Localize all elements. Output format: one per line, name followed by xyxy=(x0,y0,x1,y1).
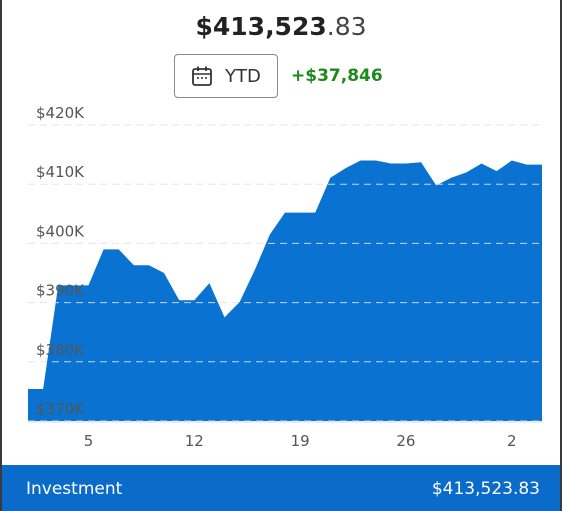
y-tick-label: $370K xyxy=(36,400,85,418)
y-tick-label: $400K xyxy=(36,222,85,240)
change: +$37,846 xyxy=(291,66,383,86)
footer-value: $413,523.83 xyxy=(431,479,540,499)
footer: Investment $413,523.83 xyxy=(2,465,560,511)
x-tick-label: 5 xyxy=(84,432,94,450)
balance-main: $413,523 xyxy=(195,12,327,41)
y-tick-label: $410K xyxy=(36,163,85,181)
x-tick-label: 19 xyxy=(291,432,310,450)
calendar-icon xyxy=(192,66,212,86)
y-tick-label: $390K xyxy=(36,282,85,300)
balance-cents: .83 xyxy=(326,12,367,41)
x-tick-label: 2 xyxy=(507,432,517,450)
period-label: YTD xyxy=(225,65,261,87)
area xyxy=(28,160,542,421)
chart: $370K $380K $390K $400K $410K $420K 5 12 19 26 2 xyxy=(28,104,542,450)
balance: $413,523.83 xyxy=(2,12,560,41)
y-tick-label: $380K xyxy=(36,341,85,359)
x-tick-label: 26 xyxy=(396,432,415,450)
footer-label: Investment xyxy=(26,479,123,499)
y-tick-label: $420K xyxy=(36,104,85,122)
period-button[interactable]: YTD xyxy=(174,54,278,98)
x-tick-label: 12 xyxy=(185,432,204,450)
